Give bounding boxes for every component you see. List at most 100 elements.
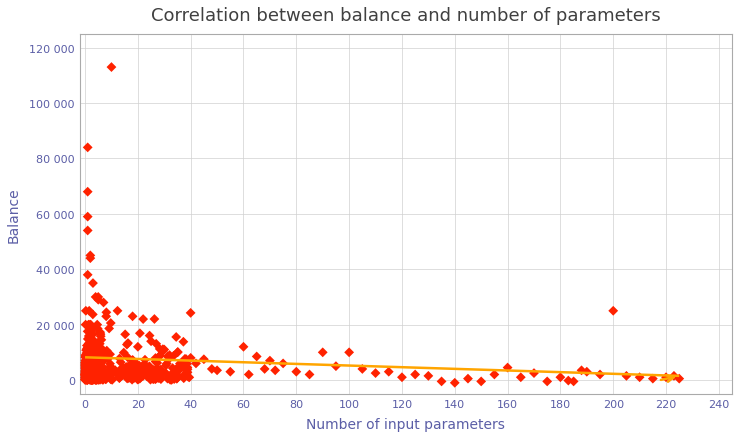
Point <box>81 376 93 383</box>
Point <box>168 375 180 382</box>
Point <box>84 363 96 370</box>
Point <box>160 362 171 369</box>
Point <box>92 366 104 373</box>
Point <box>100 376 112 383</box>
Point <box>149 316 160 323</box>
Point <box>86 376 98 383</box>
Point <box>83 352 95 359</box>
Point <box>86 373 98 380</box>
Point <box>88 368 100 375</box>
Point <box>149 368 160 375</box>
Point <box>84 371 96 378</box>
Point <box>84 375 95 382</box>
Point <box>87 369 99 376</box>
Point <box>120 364 132 371</box>
Point <box>86 368 98 375</box>
Point <box>83 374 95 381</box>
Point <box>83 321 95 328</box>
Point <box>171 375 183 382</box>
Point <box>528 370 540 377</box>
Point <box>79 371 91 378</box>
Point <box>86 328 98 335</box>
Point <box>80 371 92 378</box>
Point <box>165 375 177 382</box>
Point <box>114 355 126 362</box>
Point <box>113 374 125 381</box>
Point <box>86 364 98 371</box>
Point <box>95 365 106 372</box>
Point <box>86 371 98 378</box>
Point <box>83 368 95 375</box>
Point <box>93 346 105 353</box>
Point <box>82 344 94 351</box>
Point <box>90 376 102 383</box>
Point <box>86 374 98 381</box>
Point <box>181 360 193 367</box>
Point <box>81 376 93 383</box>
Point <box>86 350 98 357</box>
Point <box>95 333 106 340</box>
Point <box>108 369 120 376</box>
Point <box>86 376 98 383</box>
Point <box>112 370 123 377</box>
Point <box>83 367 95 374</box>
Point <box>98 357 109 364</box>
Point <box>112 368 124 375</box>
Point <box>96 372 108 379</box>
Point <box>81 367 92 374</box>
Point <box>82 369 94 376</box>
Point <box>85 369 97 376</box>
Point <box>145 338 157 345</box>
Point <box>81 376 92 383</box>
Point <box>87 341 99 348</box>
Point <box>112 371 124 378</box>
Point <box>81 376 92 383</box>
Point <box>83 374 95 381</box>
Point <box>95 365 107 372</box>
Point <box>83 369 95 376</box>
Point <box>82 372 94 379</box>
Point <box>106 64 118 71</box>
Point <box>130 367 142 374</box>
Point <box>135 371 147 378</box>
Point <box>81 354 93 361</box>
Point <box>81 369 93 376</box>
Point <box>105 320 117 327</box>
Point <box>149 367 160 374</box>
Point <box>177 339 189 346</box>
Point <box>81 367 93 374</box>
Point <box>81 371 93 378</box>
Point <box>84 352 95 359</box>
Point <box>81 374 92 381</box>
Point <box>607 307 619 314</box>
Point <box>84 362 96 369</box>
Point <box>90 358 102 365</box>
Point <box>84 363 95 370</box>
Point <box>80 366 92 373</box>
Point <box>86 361 98 368</box>
Point <box>90 376 102 383</box>
Point <box>88 373 100 380</box>
Point <box>83 348 95 355</box>
Point <box>80 374 92 381</box>
Point <box>356 366 368 373</box>
Point <box>125 360 137 367</box>
Point <box>91 355 103 362</box>
Point <box>91 373 103 380</box>
Point <box>117 364 129 371</box>
Point <box>81 373 93 380</box>
Point <box>84 358 95 365</box>
Point <box>84 375 96 382</box>
Point <box>98 349 109 356</box>
Point <box>86 325 98 332</box>
Point <box>84 366 96 373</box>
Point <box>128 374 140 381</box>
Point <box>83 367 95 374</box>
Point <box>106 377 118 384</box>
Point <box>84 362 95 369</box>
Point <box>84 343 96 350</box>
Point <box>134 369 146 376</box>
Point <box>84 367 95 374</box>
Point <box>84 373 96 380</box>
Point <box>89 368 101 375</box>
